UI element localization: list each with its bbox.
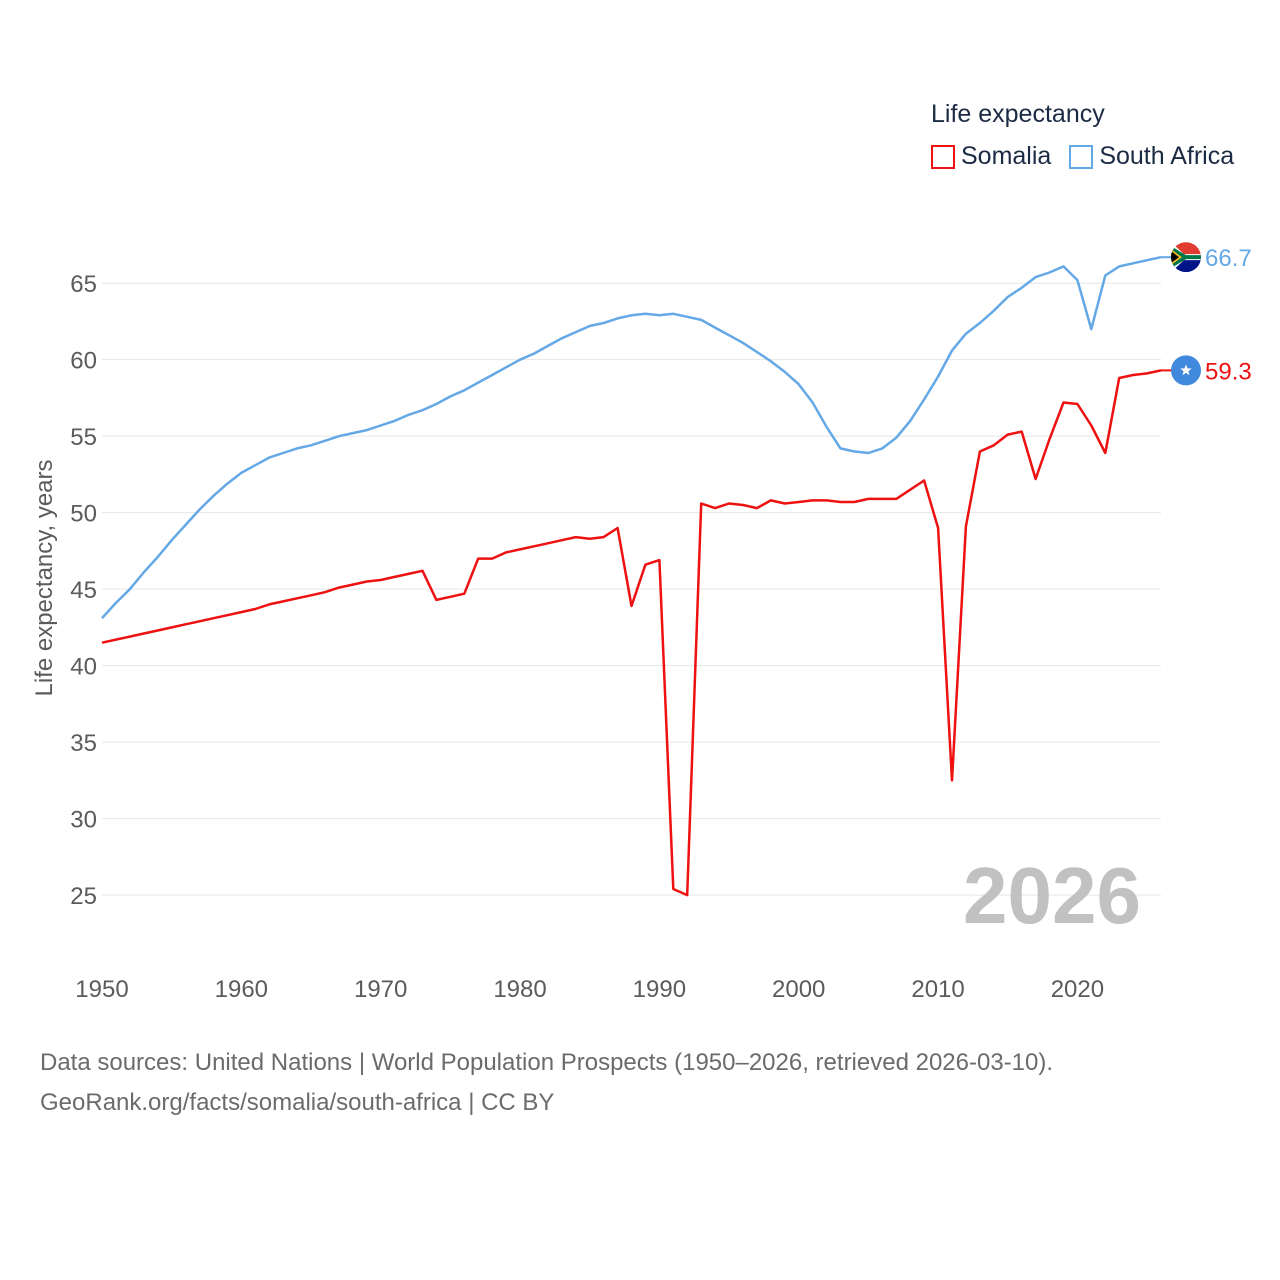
legend-item-somalia[interactable]: Somalia: [931, 142, 1051, 171]
y-tick-label: 65: [70, 271, 97, 298]
x-tick-label: 2020: [1051, 976, 1104, 1003]
x-tick-label: 2010: [911, 976, 964, 1003]
y-tick-label: 25: [70, 883, 97, 910]
y-axis-ticks: 25 30 35 40 45 50 55 60 65: [70, 271, 97, 910]
south-africa-flag-icon: [1171, 242, 1201, 273]
legend: Somalia South Africa: [931, 142, 1252, 171]
legend-title: Life expectancy: [931, 100, 1105, 128]
legend-swatch-somalia: [931, 144, 955, 169]
y-tick-label: 45: [70, 577, 97, 604]
y-tick-label: 60: [70, 348, 97, 375]
sources-line-2[interactable]: GeoRank.org/facts/somalia/south-africa |…: [40, 1089, 555, 1116]
data-sources: Data sources: United Nations | World Pop…: [40, 1043, 1053, 1123]
x-tick-label: 2000: [772, 976, 825, 1003]
legend-label-south-africa: South Africa: [1099, 142, 1235, 170]
legend-item-south-africa[interactable]: South Africa: [1069, 142, 1234, 171]
y-tick-label: 50: [70, 501, 97, 528]
series-end-markers: 59.3 66.7: [1161, 242, 1252, 386]
gridlines: [102, 282, 1161, 896]
x-tick-label: 1970: [354, 976, 407, 1003]
y-tick-label: 55: [70, 424, 97, 451]
x-tick-label: 1960: [215, 976, 268, 1003]
end-value-label-south-africa: 66.7: [1205, 245, 1252, 272]
end-value-label-somalia: 59.3: [1205, 358, 1252, 385]
y-axis-label: Life expectancy, years: [31, 459, 58, 696]
y-tick-label: 40: [70, 654, 97, 681]
x-tick-label: 1980: [493, 976, 546, 1003]
series-line-south-africa: [101, 255, 1162, 620]
sources-line-1: Data sources: United Nations | World Pop…: [40, 1049, 1054, 1076]
x-tick-label: 1950: [75, 976, 128, 1003]
x-tick-label: 1990: [633, 976, 686, 1003]
series-line-somalia: [101, 369, 1162, 897]
series-lines: [101, 255, 1162, 897]
somalia-flag-icon: [1171, 355, 1201, 386]
legend-label-somalia: Somalia: [961, 142, 1052, 170]
legend-swatch-south-africa: [1069, 144, 1094, 169]
y-tick-label: 30: [70, 807, 97, 834]
x-axis-ticks: 1950 1960 1970 1980 1990 2000 2010 2020: [75, 976, 1104, 1003]
year-watermark: 2026: [963, 851, 1141, 940]
y-tick-label: 35: [70, 730, 97, 757]
